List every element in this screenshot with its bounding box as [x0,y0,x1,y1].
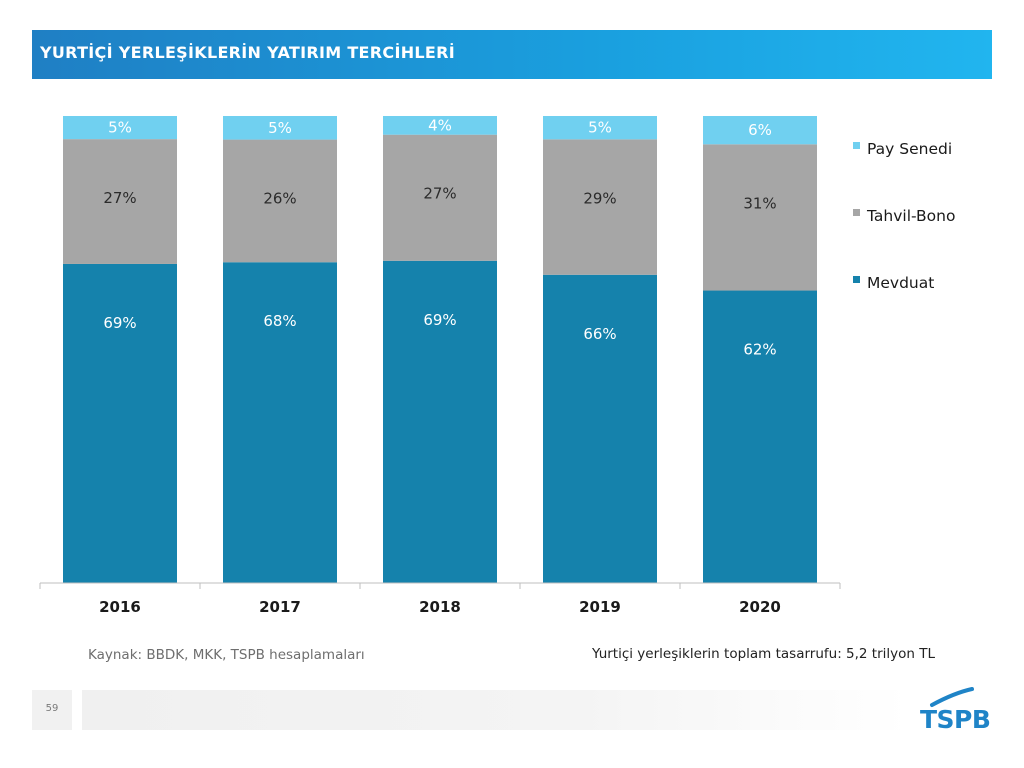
data-label-mevduat-2020: 62% [743,341,776,359]
legend-label-pay-senedi: Pay Senedi [867,140,952,158]
bars-group: 69% 27% 5% 68% 26% 5% 69% 27% 4% 66% 29% 5% 62% 31% 6% [63,116,817,583]
legend-label-mevduat: Mevduat [867,274,934,292]
legend-swatch-tahvil-bono [853,209,860,216]
bar-pay-senedi-2018 [383,116,497,135]
footer-bar [82,690,908,730]
x-tick-label-2019: 2019 [579,598,621,616]
data-label-tahvil-bono-2018: 27% [423,185,456,203]
x-axis: 2016 2017 2018 2019 2020 [39,582,841,616]
data-label-tahvil-bono-2020: 31% [743,194,776,212]
logo-swoosh-icon [930,687,974,707]
page-number: 59 [45,703,59,714]
data-label-pay-senedi-2019: 5% [588,119,612,137]
page-number-box: 59 [32,690,72,730]
bar-mevduat-2018 [383,260,497,583]
bar-mevduat-2019 [543,274,657,583]
data-label-tahvil-bono-2017: 26% [263,190,296,208]
data-label-mevduat-2019: 66% [583,325,616,343]
data-label-pay-senedi-2020: 6% [748,121,772,139]
logo-text: TSPB [920,705,991,734]
data-label-pay-senedi-2016: 5% [108,119,132,137]
stacked-bar-chart: 69% 27% 5% 68% 26% 5% 69% 27% 4% 66% 29% 5% 62% 31% 6%… [39,116,955,616]
x-tick-label-2016: 2016 [99,598,141,616]
x-tick-label-2018: 2018 [419,598,461,616]
legend-swatch-pay-senedi [853,142,860,149]
source-note: Kaynak: BBDK, MKK, TSPB hesaplamaları [88,647,365,663]
bar-tahvil-bono-2017 [223,139,337,263]
bar-pay-senedi-2017 [223,116,337,140]
x-tick-label-2017: 2017 [259,598,301,616]
bar-tahvil-bono-2019 [543,139,657,275]
title-banner: YURTİÇİ YERLEŞİKLERİN YATIRIM TERCİHLERİ [32,30,992,79]
bar-pay-senedi-2019 [543,116,657,140]
bar-mevduat-2017 [223,262,337,583]
bar-tahvil-bono-2020 [703,144,817,291]
bar-tahvil-bono-2016 [63,139,177,264]
bar-mevduat-2020 [703,290,817,583]
x-tick-label-2020: 2020 [739,598,781,616]
tspb-logo: TSPB [918,683,991,735]
legend: Pay Senedi Tahvil-Bono Mevduat [853,140,955,292]
data-label-mevduat-2017: 68% [263,312,296,330]
bar-pay-senedi-2020 [703,116,817,145]
page-title: YURTİÇİ YERLEŞİKLERİN YATIRIM TERCİHLERİ [40,43,455,62]
legend-swatch-mevduat [853,276,860,283]
bar-mevduat-2016 [63,263,177,583]
total-savings-note: Yurtiçi yerleşiklerin toplam tasarrufu: … [592,646,936,662]
data-label-pay-senedi-2018: 4% [428,116,452,134]
bar-tahvil-bono-2018 [383,134,497,261]
legend-label-tahvil-bono: Tahvil-Bono [866,207,955,225]
data-label-mevduat-2016: 69% [103,314,136,332]
data-label-tahvil-bono-2016: 27% [103,189,136,207]
bar-pay-senedi-2016 [63,116,177,140]
data-label-pay-senedi-2017: 5% [268,119,292,137]
data-label-tahvil-bono-2019: 29% [583,189,616,207]
data-label-mevduat-2018: 69% [423,311,456,329]
